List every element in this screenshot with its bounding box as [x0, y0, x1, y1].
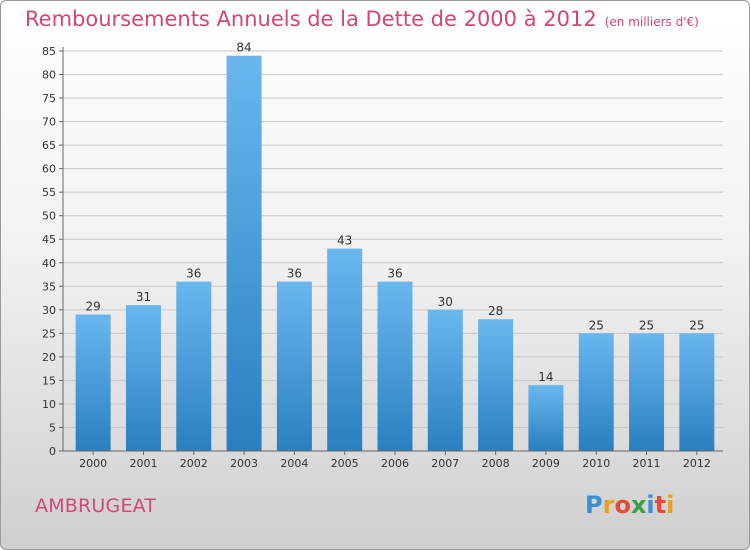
data-label: 25: [589, 318, 604, 332]
y-tick-label: 70: [42, 116, 56, 129]
y-tick-label: 55: [42, 186, 56, 199]
bar-2010: [578, 333, 614, 451]
bar-2003: [226, 55, 262, 452]
commune-name: AMBRUGEAT: [35, 495, 157, 517]
y-tick-label: 10: [42, 398, 56, 411]
logo-letter: t: [654, 491, 667, 519]
bar-2004: [276, 281, 312, 451]
y-tick-label: 0: [49, 445, 56, 458]
logo-letter: i: [646, 491, 655, 519]
x-tick-label: 2001: [129, 457, 157, 470]
x-tick-label: 2007: [431, 457, 459, 470]
y-tick-labels: 0 5 10 15 20 25 30 35 40 45 50 55 60 65 70 75 80 85: [42, 45, 63, 458]
data-label: 29: [86, 300, 101, 314]
bar-2007: [427, 309, 463, 451]
data-label: 36: [186, 267, 201, 281]
y-tick-label: 5: [49, 421, 56, 434]
logo-letter: x: [630, 491, 647, 519]
y-tick-label: 50: [42, 210, 56, 223]
x-tick-labels: 2000 2001 2002 2003 2004 2005 2006 2007 2008 2009…: [79, 451, 711, 470]
y-tick-label: 65: [42, 139, 56, 152]
y-tick-label: 75: [42, 92, 56, 105]
data-label: 31: [136, 290, 151, 304]
y-tick-label: 80: [42, 69, 56, 82]
y-tick-label: 40: [42, 257, 56, 270]
bar-2006: [377, 281, 413, 451]
bar-2000: [75, 314, 111, 451]
x-tick-label: 2012: [683, 457, 711, 470]
x-tick-label: 2011: [633, 457, 661, 470]
y-tick-label: 30: [42, 304, 56, 317]
data-labels: 29 31 36 84 36 43 36 30 28 14 25 25 25: [86, 41, 705, 384]
x-tick-label: 2003: [230, 457, 258, 470]
bar-2012: [679, 333, 715, 451]
data-label: 28: [488, 304, 503, 318]
data-label: 84: [236, 41, 251, 55]
y-tick-label: 20: [42, 351, 56, 364]
bar-2011: [629, 333, 665, 451]
logo-letter: i: [666, 491, 675, 519]
data-label: 14: [538, 370, 553, 384]
x-tick-label: 2002: [180, 457, 208, 470]
logo-letter: P: [585, 491, 603, 519]
logo-letter: r: [602, 491, 615, 519]
data-label: 43: [337, 234, 352, 248]
x-tick-label: 2009: [532, 457, 560, 470]
bar-2009: [528, 385, 564, 451]
y-tick-label: 35: [42, 280, 56, 293]
bars: [75, 55, 715, 452]
x-tick-label: 2006: [381, 457, 409, 470]
y-tick-label: 85: [42, 45, 56, 58]
data-label: 30: [438, 295, 453, 309]
x-tick-label: 2008: [482, 457, 510, 470]
unit-note: (en milliers d'€): [604, 15, 699, 29]
bar-2005: [327, 248, 363, 451]
y-tick-label: 60: [42, 163, 56, 176]
bar-2001: [125, 305, 161, 451]
chart-title: Remboursements Annuels de la Dette de 20…: [25, 7, 597, 31]
x-tick-label: 2004: [280, 457, 308, 470]
bar-2002: [176, 281, 212, 451]
x-tick-label: 2000: [79, 457, 107, 470]
y-tick-label: 45: [42, 233, 56, 246]
logo-letter: o: [614, 491, 631, 519]
x-tick-label: 2010: [582, 457, 610, 470]
bar-2008: [478, 319, 514, 451]
y-tick-label: 15: [42, 374, 56, 387]
data-label: 25: [639, 318, 654, 332]
chart-title-block: Remboursements Annuels de la Dette de 20…: [25, 7, 699, 31]
x-tick-label: 2005: [331, 457, 359, 470]
data-label: 25: [689, 318, 704, 332]
proxiti-logo: Proxiti: [585, 491, 674, 519]
y-tick-label: 25: [42, 327, 56, 340]
data-label: 36: [387, 267, 402, 281]
data-label: 36: [287, 267, 302, 281]
